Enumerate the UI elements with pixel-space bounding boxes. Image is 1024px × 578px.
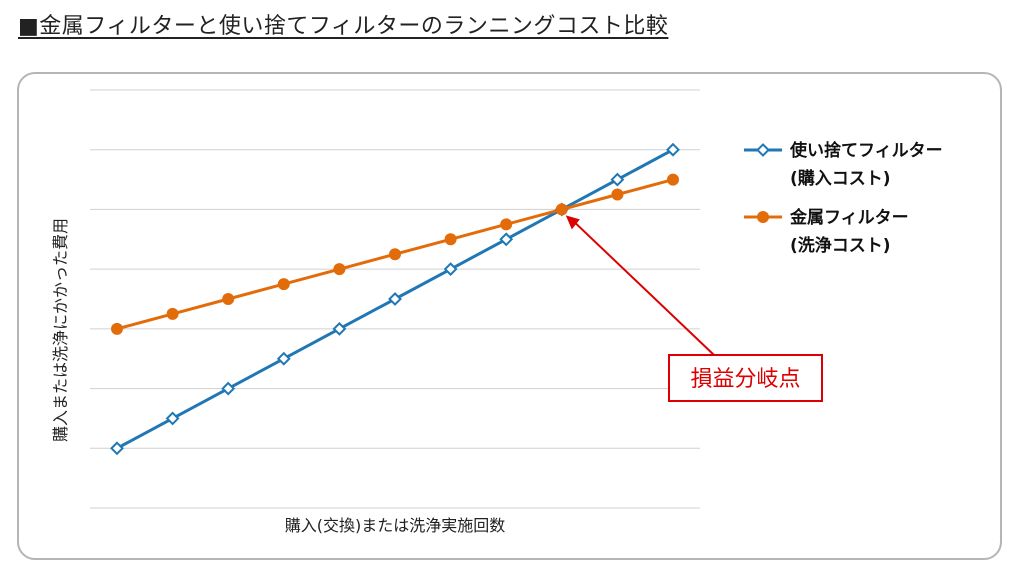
data-point	[111, 322, 123, 335]
markers	[110, 142, 680, 456]
data-point	[443, 262, 458, 277]
data-point	[222, 293, 235, 305]
y-axis-label: 購入または洗浄にかかった費用	[51, 218, 70, 442]
data-point	[276, 351, 291, 366]
data-point	[500, 218, 513, 231]
data-point	[166, 307, 179, 320]
data-point	[667, 173, 679, 186]
data-point	[555, 203, 568, 216]
data-point	[666, 142, 680, 157]
legend-label: (洗浄コスト)	[790, 235, 891, 256]
data-point	[611, 188, 624, 201]
annotation-arrow-line	[575, 222, 715, 356]
data-point	[277, 278, 290, 291]
legend-marker	[757, 211, 769, 223]
legend-label: (購入コスト)	[790, 168, 891, 189]
legend: 使い捨てフィルター (購入コスト) 金属フィルター (洗浄コスト)	[744, 140, 943, 256]
data-point	[610, 172, 625, 187]
data-point	[388, 292, 402, 306]
data-point	[332, 321, 347, 336]
annotation-box	[668, 354, 823, 402]
break-even-annotation: 損益分岐点	[565, 215, 823, 402]
data-point	[389, 248, 401, 261]
chart-frame	[17, 72, 1002, 560]
legend-marker	[756, 143, 770, 157]
data-point	[499, 232, 514, 247]
data-point	[110, 441, 124, 456]
legend-label: 金属フィルター	[789, 207, 909, 228]
data-point	[165, 411, 180, 426]
legend-label: 使い捨てフィルター	[789, 140, 943, 161]
page-title: ■金属フィルターと使い捨てフィルターのランニングコスト比較	[18, 14, 669, 39]
data-point	[221, 381, 236, 396]
gridlines	[90, 89, 700, 509]
annotation-arrowhead	[565, 215, 580, 230]
data-point	[444, 233, 457, 246]
annotation-label: 損益分岐点	[690, 367, 800, 392]
x-axis-label: 購入(交換)または洗浄実施回数	[285, 516, 506, 535]
data-point	[333, 263, 346, 276]
